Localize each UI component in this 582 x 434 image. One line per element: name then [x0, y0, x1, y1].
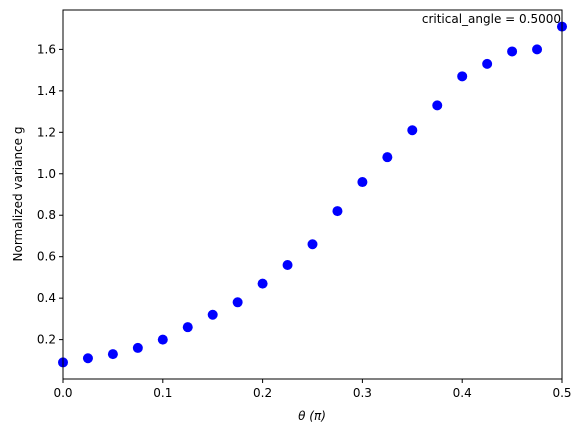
- x-tick-label: 0.3: [353, 386, 372, 400]
- y-tick-label: 1.0: [37, 167, 56, 181]
- data-point: [382, 152, 393, 163]
- data-point: [207, 309, 218, 320]
- y-tick-label: 1.2: [37, 125, 56, 139]
- data-point: [232, 297, 243, 308]
- data-point: [257, 278, 268, 289]
- data-point: [357, 177, 368, 188]
- data-point: [407, 125, 418, 136]
- y-tick-label: 0.4: [37, 291, 56, 305]
- data-point: [482, 58, 493, 69]
- y-tick-label: 0.8: [37, 208, 56, 222]
- plot-frame: [62, 9, 563, 380]
- x-tick-label: 0.4: [453, 386, 472, 400]
- y-axis-label: Normalized variance g: [11, 127, 25, 262]
- data-point: [107, 349, 118, 360]
- data-point: [182, 322, 193, 333]
- x-tick-label: 0.5: [552, 386, 571, 400]
- x-axis-label: θ (π): [298, 409, 326, 423]
- data-point: [532, 44, 543, 55]
- data-point: [457, 71, 468, 82]
- data-point: [507, 46, 518, 57]
- x-tick-label: 0.0: [53, 386, 72, 400]
- y-tick-label: 0.6: [37, 250, 56, 264]
- data-point: [82, 353, 93, 364]
- data-point: [332, 206, 343, 217]
- x-tick-label: 0.1: [153, 386, 172, 400]
- y-tick-label: 1.4: [37, 84, 56, 98]
- data-point: [432, 100, 443, 111]
- data-point: [132, 342, 143, 353]
- y-axis-ticks: 0.2 0.4 0.6 0.8 1.0 1.2 1.4 1.6: [37, 42, 63, 347]
- data-points: [58, 21, 567, 368]
- x-tick-label: 0.2: [253, 386, 272, 400]
- x-axis-ticks: 0.0 0.1 0.2 0.3 0.4 0.5: [53, 379, 572, 400]
- data-point: [282, 259, 293, 270]
- critical-angle-annotation: critical_angle = 0.5000: [422, 12, 561, 26]
- y-tick-label: 1.6: [37, 42, 56, 56]
- data-point: [307, 239, 318, 250]
- y-tick-label: 0.2: [37, 333, 56, 347]
- data-point: [157, 334, 168, 345]
